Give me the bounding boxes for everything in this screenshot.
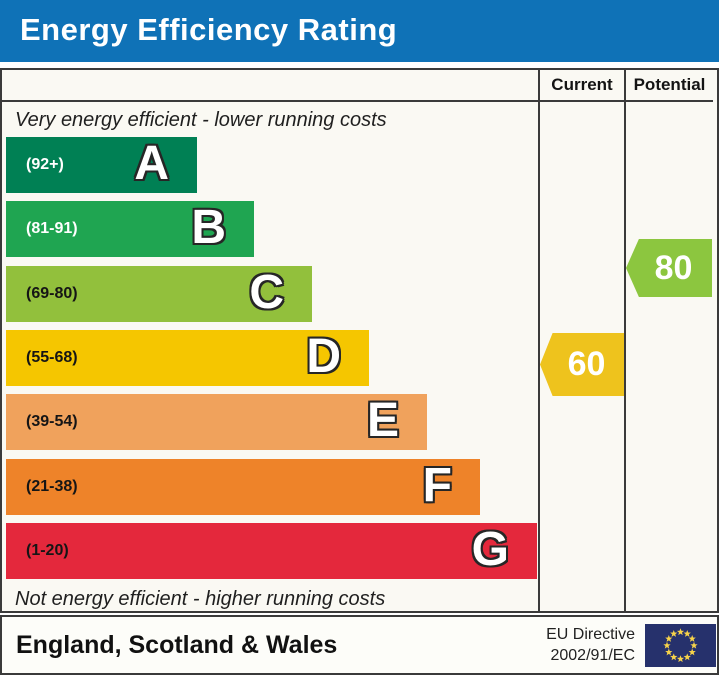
potential-column-body: 80	[626, 102, 713, 611]
page-title: Energy Efficiency Rating	[20, 12, 398, 47]
bands-area: Very energy efficient - lower running co…	[2, 102, 538, 611]
current-column-header: Current	[540, 70, 624, 102]
region-label: England, Scotland & Wales	[16, 630, 338, 659]
current-column: Current 60	[540, 70, 626, 611]
band-f: (21-38) F	[6, 459, 480, 515]
bands-column-header	[2, 70, 538, 102]
band-e-range-label: (39-54)	[26, 413, 78, 430]
eu-directive-label: EU Directive 2002/91/EC	[546, 624, 635, 666]
top-caption: Very energy efficient - lower running co…	[15, 109, 387, 131]
band-d-letter: D	[306, 330, 341, 383]
band-a-range-label: (92+)	[26, 156, 64, 173]
band-g: (1-20) G	[6, 523, 537, 579]
band-a-letter: A	[134, 137, 169, 190]
title-banner: Energy Efficiency Rating	[0, 0, 719, 62]
band-c: (69-80) C	[6, 266, 312, 322]
footer: England, Scotland & Wales EU Directive 2…	[0, 615, 719, 675]
current-rating-indicator: 60	[540, 333, 624, 396]
bands-column: Very energy efficient - lower running co…	[2, 70, 540, 611]
band-a: (92+) A	[6, 137, 197, 193]
potential-rating-indicator: 80	[626, 239, 712, 297]
band-g-letter: G	[471, 523, 509, 576]
band-e: (39-54) E	[6, 394, 427, 450]
band-b: (81-91) B	[6, 201, 254, 257]
bottom-caption: Not energy efficient - higher running co…	[15, 588, 386, 610]
band-g-range-label: (1-20)	[26, 542, 69, 559]
band-f-letter: F	[422, 459, 452, 512]
potential-column: Potential 80	[626, 70, 713, 611]
rating-table: Very energy efficient - lower running co…	[0, 68, 719, 613]
eu-directive-line2: 2002/91/EC	[550, 647, 635, 664]
potential-column-header: Potential	[626, 70, 713, 102]
band-e-letter: E	[366, 394, 399, 447]
band-d-range-label: (55-68)	[26, 349, 78, 366]
band-b-letter: B	[191, 201, 226, 254]
band-c-range-label: (69-80)	[26, 285, 78, 302]
band-d: (55-68) D	[6, 330, 369, 386]
band-f-range-label: (21-38)	[26, 478, 78, 495]
current-column-body: 60	[540, 102, 624, 611]
eu-flag-icon	[645, 623, 716, 667]
band-b-range-label: (81-91)	[26, 220, 78, 237]
band-c-letter: C	[249, 266, 284, 319]
eu-directive-line1: EU Directive	[546, 626, 635, 643]
